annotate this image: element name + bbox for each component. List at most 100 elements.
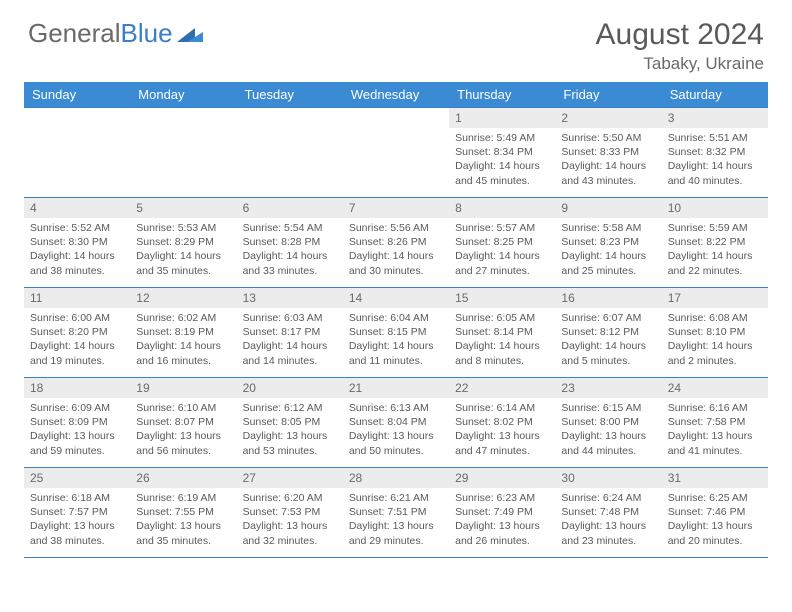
calendar-cell: 10Sunrise: 5:59 AMSunset: 8:22 PMDayligh… (662, 198, 768, 288)
day-number: 6 (237, 198, 343, 218)
day-number: 28 (343, 468, 449, 488)
calendar-cell: 16Sunrise: 6:07 AMSunset: 8:12 PMDayligh… (555, 288, 661, 378)
calendar-cell: 22Sunrise: 6:14 AMSunset: 8:02 PMDayligh… (449, 378, 555, 468)
day-details: Sunrise: 5:56 AMSunset: 8:26 PMDaylight:… (343, 218, 449, 282)
day-details: Sunrise: 6:19 AMSunset: 7:55 PMDaylight:… (130, 488, 236, 552)
day-number: 22 (449, 378, 555, 398)
day-number: 1 (449, 108, 555, 128)
calendar-cell: 14Sunrise: 6:04 AMSunset: 8:15 PMDayligh… (343, 288, 449, 378)
page-subtitle: Tabaky, Ukraine (596, 54, 764, 74)
day-details: Sunrise: 6:25 AMSunset: 7:46 PMDaylight:… (662, 488, 768, 552)
calendar-cell (237, 108, 343, 198)
logo-text-2: Blue (121, 18, 173, 49)
day-number: 7 (343, 198, 449, 218)
calendar-cell (130, 108, 236, 198)
day-details: Sunrise: 5:59 AMSunset: 8:22 PMDaylight:… (662, 218, 768, 282)
day-details: Sunrise: 6:15 AMSunset: 8:00 PMDaylight:… (555, 398, 661, 462)
day-details: Sunrise: 5:49 AMSunset: 8:34 PMDaylight:… (449, 128, 555, 192)
weekday-header: Saturday (662, 82, 768, 108)
day-number: 31 (662, 468, 768, 488)
calendar-table: SundayMondayTuesdayWednesdayThursdayFrid… (24, 82, 768, 558)
calendar-cell: 12Sunrise: 6:02 AMSunset: 8:19 PMDayligh… (130, 288, 236, 378)
day-details: Sunrise: 5:58 AMSunset: 8:23 PMDaylight:… (555, 218, 661, 282)
calendar-cell: 28Sunrise: 6:21 AMSunset: 7:51 PMDayligh… (343, 468, 449, 558)
day-details: Sunrise: 5:57 AMSunset: 8:25 PMDaylight:… (449, 218, 555, 282)
day-details: Sunrise: 5:54 AMSunset: 8:28 PMDaylight:… (237, 218, 343, 282)
calendar-cell: 17Sunrise: 6:08 AMSunset: 8:10 PMDayligh… (662, 288, 768, 378)
day-number: 18 (24, 378, 130, 398)
weekday-header: Monday (130, 82, 236, 108)
weekday-header: Tuesday (237, 82, 343, 108)
day-number: 26 (130, 468, 236, 488)
day-number: 3 (662, 108, 768, 128)
day-details: Sunrise: 6:09 AMSunset: 8:09 PMDaylight:… (24, 398, 130, 462)
day-number: 27 (237, 468, 343, 488)
weekday-header: Sunday (24, 82, 130, 108)
calendar-cell: 15Sunrise: 6:05 AMSunset: 8:14 PMDayligh… (449, 288, 555, 378)
day-number: 9 (555, 198, 661, 218)
calendar-cell (24, 108, 130, 198)
day-number: 14 (343, 288, 449, 308)
day-details: Sunrise: 6:12 AMSunset: 8:05 PMDaylight:… (237, 398, 343, 462)
calendar-cell: 2Sunrise: 5:50 AMSunset: 8:33 PMDaylight… (555, 108, 661, 198)
calendar-cell: 19Sunrise: 6:10 AMSunset: 8:07 PMDayligh… (130, 378, 236, 468)
day-number: 8 (449, 198, 555, 218)
day-details: Sunrise: 6:18 AMSunset: 7:57 PMDaylight:… (24, 488, 130, 552)
day-details: Sunrise: 6:08 AMSunset: 8:10 PMDaylight:… (662, 308, 768, 372)
day-number: 24 (662, 378, 768, 398)
day-number: 29 (449, 468, 555, 488)
day-details: Sunrise: 6:05 AMSunset: 8:14 PMDaylight:… (449, 308, 555, 372)
day-number: 25 (24, 468, 130, 488)
calendar-cell: 3Sunrise: 5:51 AMSunset: 8:32 PMDaylight… (662, 108, 768, 198)
day-number: 10 (662, 198, 768, 218)
calendar-cell: 27Sunrise: 6:20 AMSunset: 7:53 PMDayligh… (237, 468, 343, 558)
calendar-cell: 9Sunrise: 5:58 AMSunset: 8:23 PMDaylight… (555, 198, 661, 288)
calendar-cell: 1Sunrise: 5:49 AMSunset: 8:34 PMDaylight… (449, 108, 555, 198)
calendar-cell: 20Sunrise: 6:12 AMSunset: 8:05 PMDayligh… (237, 378, 343, 468)
day-details: Sunrise: 5:51 AMSunset: 8:32 PMDaylight:… (662, 128, 768, 192)
day-number: 2 (555, 108, 661, 128)
day-number: 20 (237, 378, 343, 398)
weekday-header: Friday (555, 82, 661, 108)
page-title: August 2024 (596, 18, 764, 52)
day-number: 21 (343, 378, 449, 398)
day-number: 5 (130, 198, 236, 218)
calendar-cell: 24Sunrise: 6:16 AMSunset: 7:58 PMDayligh… (662, 378, 768, 468)
weekday-header: Wednesday (343, 82, 449, 108)
calendar-cell: 8Sunrise: 5:57 AMSunset: 8:25 PMDaylight… (449, 198, 555, 288)
day-details: Sunrise: 6:03 AMSunset: 8:17 PMDaylight:… (237, 308, 343, 372)
day-details: Sunrise: 6:00 AMSunset: 8:20 PMDaylight:… (24, 308, 130, 372)
calendar-cell: 30Sunrise: 6:24 AMSunset: 7:48 PMDayligh… (555, 468, 661, 558)
day-number: 19 (130, 378, 236, 398)
calendar-cell (343, 108, 449, 198)
day-number: 16 (555, 288, 661, 308)
calendar-cell: 25Sunrise: 6:18 AMSunset: 7:57 PMDayligh… (24, 468, 130, 558)
calendar-cell: 7Sunrise: 5:56 AMSunset: 8:26 PMDaylight… (343, 198, 449, 288)
day-number: 11 (24, 288, 130, 308)
day-number: 15 (449, 288, 555, 308)
logo: GeneralBlue (28, 18, 205, 49)
calendar-cell: 13Sunrise: 6:03 AMSunset: 8:17 PMDayligh… (237, 288, 343, 378)
calendar-cell: 6Sunrise: 5:54 AMSunset: 8:28 PMDaylight… (237, 198, 343, 288)
calendar-cell: 11Sunrise: 6:00 AMSunset: 8:20 PMDayligh… (24, 288, 130, 378)
logo-text-1: General (28, 18, 121, 49)
day-details: Sunrise: 6:07 AMSunset: 8:12 PMDaylight:… (555, 308, 661, 372)
day-number: 4 (24, 198, 130, 218)
day-details: Sunrise: 6:02 AMSunset: 8:19 PMDaylight:… (130, 308, 236, 372)
day-number: 13 (237, 288, 343, 308)
day-details: Sunrise: 6:21 AMSunset: 7:51 PMDaylight:… (343, 488, 449, 552)
day-details: Sunrise: 5:52 AMSunset: 8:30 PMDaylight:… (24, 218, 130, 282)
day-number: 23 (555, 378, 661, 398)
day-details: Sunrise: 6:23 AMSunset: 7:49 PMDaylight:… (449, 488, 555, 552)
calendar-cell: 21Sunrise: 6:13 AMSunset: 8:04 PMDayligh… (343, 378, 449, 468)
weekday-header: Thursday (449, 82, 555, 108)
logo-icon (177, 24, 205, 44)
day-details: Sunrise: 6:24 AMSunset: 7:48 PMDaylight:… (555, 488, 661, 552)
calendar-cell: 31Sunrise: 6:25 AMSunset: 7:46 PMDayligh… (662, 468, 768, 558)
calendar-cell: 29Sunrise: 6:23 AMSunset: 7:49 PMDayligh… (449, 468, 555, 558)
day-details: Sunrise: 6:10 AMSunset: 8:07 PMDaylight:… (130, 398, 236, 462)
calendar-cell: 5Sunrise: 5:53 AMSunset: 8:29 PMDaylight… (130, 198, 236, 288)
day-details: Sunrise: 6:20 AMSunset: 7:53 PMDaylight:… (237, 488, 343, 552)
day-details: Sunrise: 6:13 AMSunset: 8:04 PMDaylight:… (343, 398, 449, 462)
day-number: 30 (555, 468, 661, 488)
